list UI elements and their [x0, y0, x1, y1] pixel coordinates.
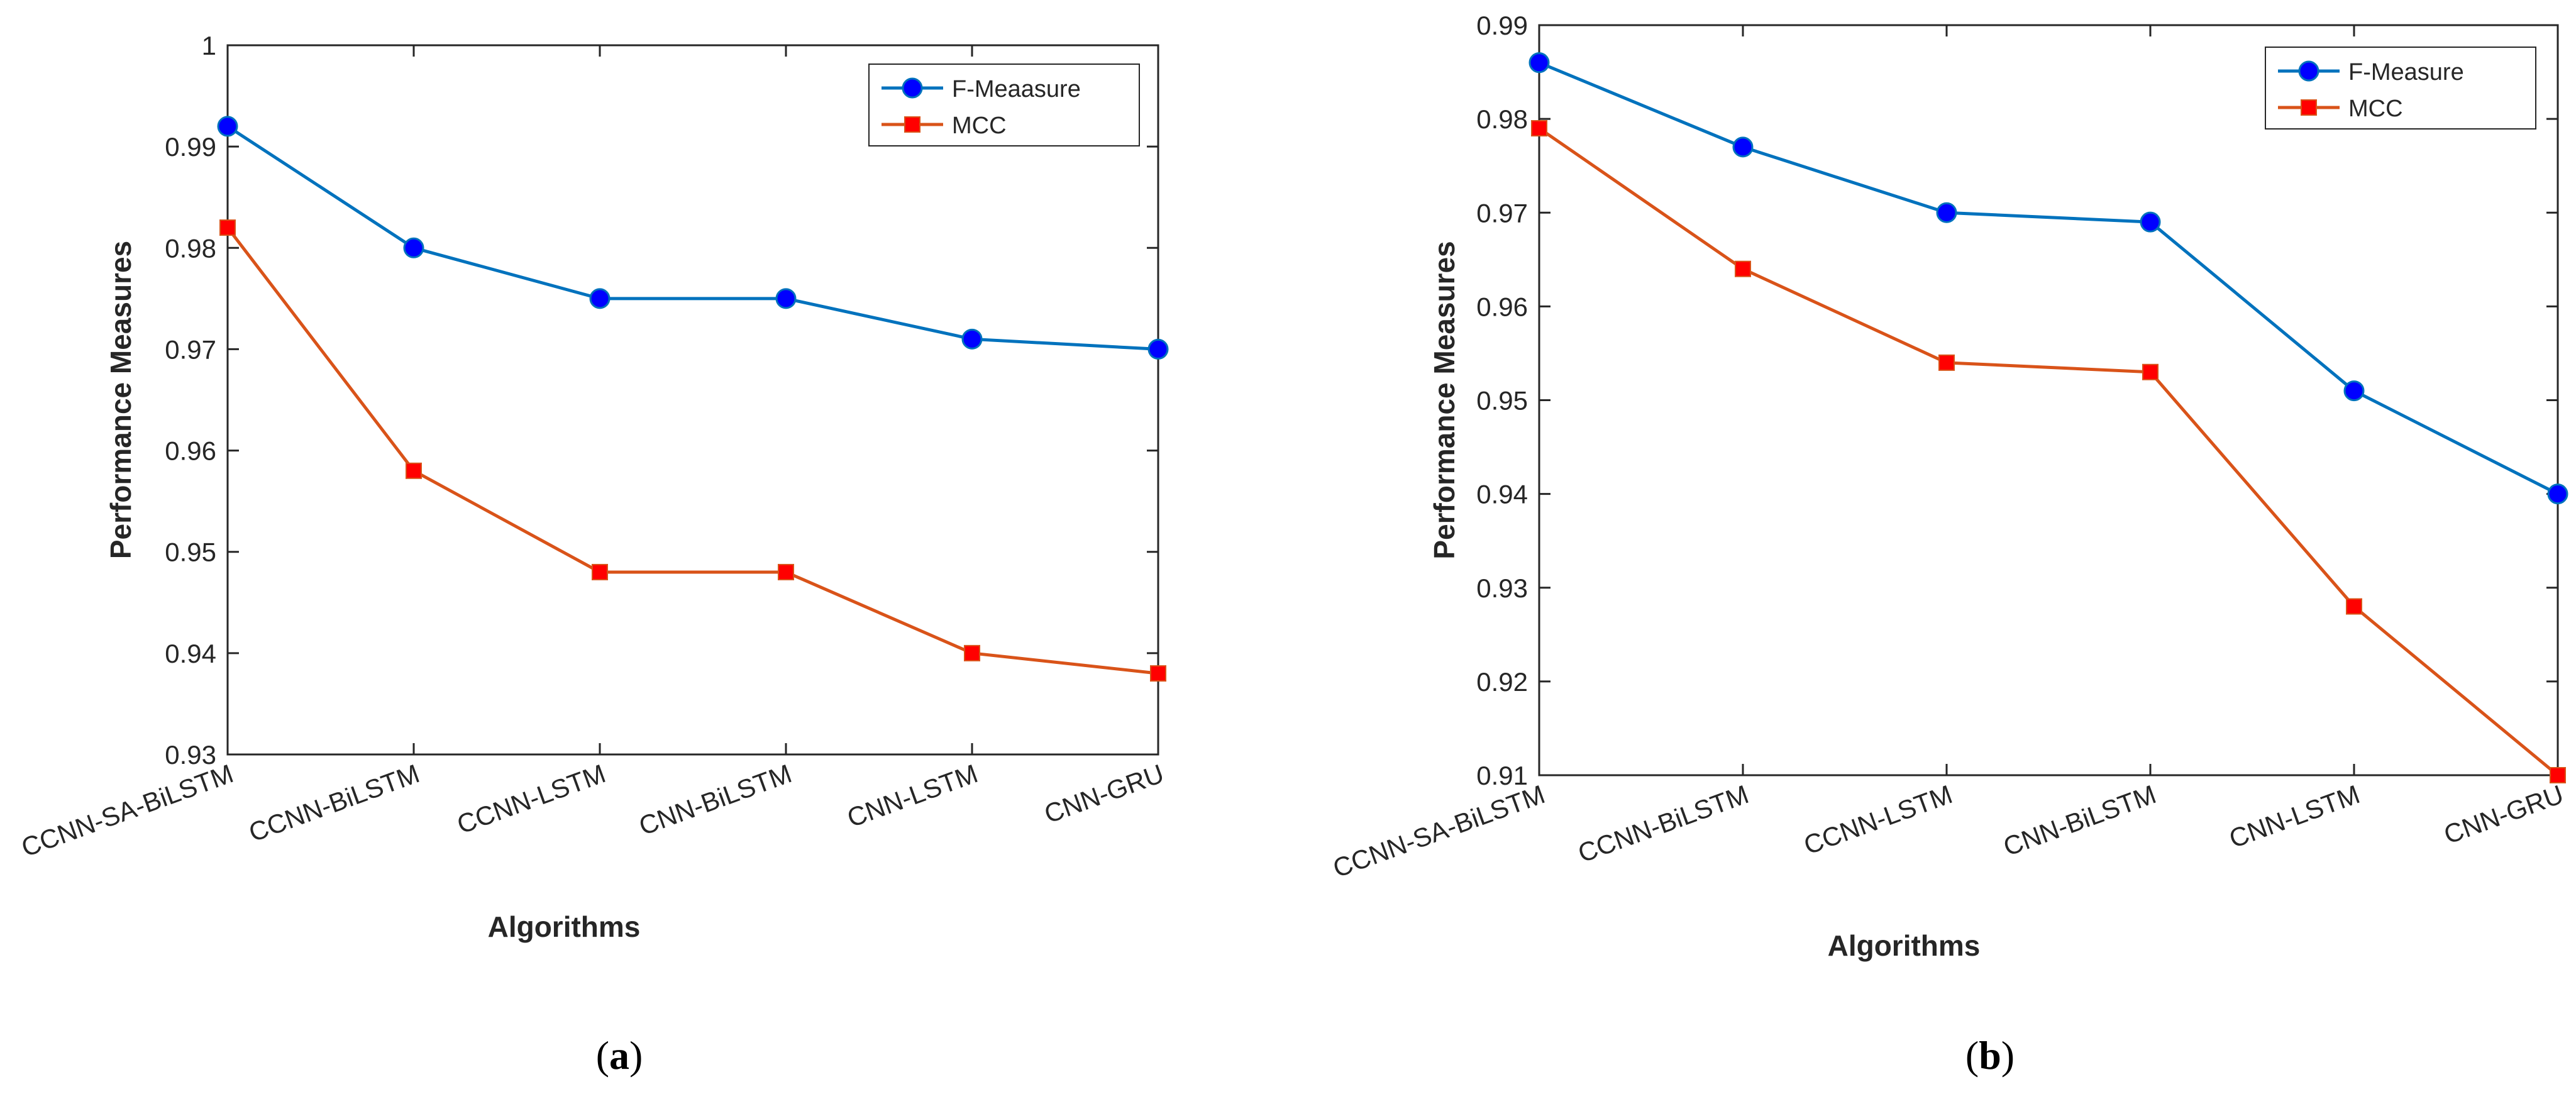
y-tick-label: 0.96 [1476, 292, 1528, 321]
y-tick-label: 1 [202, 31, 216, 60]
legend-marker [2298, 60, 2319, 82]
data-point [1936, 202, 1957, 223]
x-tick-label: CNN-GRU [2440, 779, 2567, 849]
y-tick-label: 0.98 [1476, 104, 1528, 134]
y-tick-label: 0.91 [1476, 761, 1528, 790]
series-line-1 [226, 226, 1159, 675]
data-point [2343, 380, 2365, 402]
data-point [1147, 338, 1169, 360]
data-point [403, 237, 424, 258]
x-axis-label: Algorithms [488, 910, 641, 943]
data-point [1938, 354, 1955, 371]
data-point [217, 116, 238, 137]
data-point [406, 462, 422, 479]
legend-marker [904, 116, 920, 133]
x-tick-label: CNN-BiLSTM [1999, 779, 2160, 861]
plot-area [226, 44, 1159, 756]
data-point [592, 563, 608, 580]
panel-label-open: ( [1965, 1033, 1979, 1078]
y-tick-label: 0.95 [1476, 386, 1528, 416]
data-point [961, 328, 983, 350]
legend-label: MCC [952, 113, 1007, 139]
data-point [2142, 363, 2159, 380]
y-tick-label: 0.94 [1476, 480, 1528, 509]
x-tick-label: CNN-LSTM [843, 758, 981, 832]
chart-panel-a: 0.93 0.94 0.95 0.96 0.97 0.98 0.99 1 CCNN-SA-BiL… [18, 31, 1169, 1078]
y-tick-label: 0.98 [165, 233, 216, 263]
y-tick-label: 0.97 [1476, 198, 1528, 228]
y-tick-label: 0.99 [1476, 11, 1528, 40]
data-point [2140, 211, 2161, 233]
y-tick-label: 0.97 [165, 334, 216, 364]
y-axis-label: Performance Measures [104, 241, 137, 559]
legend-label: MCC [2348, 96, 2403, 122]
legend-label: F-Measure [2348, 59, 2464, 86]
panel-label-open: ( [596, 1033, 609, 1078]
series-line-0 [226, 124, 1159, 351]
x-tick-label: CNN-GRU [1041, 758, 1168, 829]
data-point [2550, 767, 2566, 783]
legend-marker [2301, 99, 2317, 116]
data-point [1732, 136, 1754, 158]
y-tick-label: 0.93 [1476, 573, 1528, 603]
x-axis-label: Algorithms [1828, 929, 1981, 962]
y-tick-label: 0.94 [165, 639, 216, 668]
y-tick-label: 0.99 [165, 132, 216, 162]
y-tick-label: 0.92 [1476, 667, 1528, 697]
panel-label: (a) [596, 1033, 643, 1078]
panel-label-letter: a [609, 1033, 629, 1078]
x-tick-label: CNN-BiLSTM [635, 758, 795, 841]
legend: F-Meaasure MCC [868, 64, 1140, 146]
data-point [2547, 483, 2568, 505]
panel-label-close: ) [2001, 1033, 2015, 1078]
data-point [775, 288, 797, 309]
x-tick-label: CCNN-SA-BiLSTM [1329, 779, 1549, 883]
data-point [1528, 52, 1550, 74]
y-tick-label: 0.96 [165, 436, 216, 466]
panel-label-letter: b [1979, 1033, 2001, 1078]
data-point [589, 288, 611, 309]
y-axis-label: Performance Measures [1428, 241, 1461, 559]
data-point [1735, 260, 1751, 277]
data-point [1150, 665, 1166, 682]
data-point [2346, 598, 2362, 615]
chart-panel-b: 0.91 0.92 0.93 0.94 0.95 0.96 0.97 0.98 0.99 CCNN… [1329, 11, 2568, 1078]
legend-marker [902, 77, 923, 99]
x-tick-label: CCNN-LSTM [453, 758, 609, 839]
data-point [778, 563, 794, 580]
legend-label: F-Meaasure [952, 76, 1081, 102]
x-tick-label: CNN-LSTM [2225, 779, 2363, 853]
legend: F-Measure MCC [2265, 47, 2536, 130]
x-tick-label: CCNN-SA-BiLSTM [18, 758, 237, 862]
x-tick-label: CCNN-BiLSTM [1574, 779, 1752, 868]
panel-label-close: ) [629, 1033, 643, 1078]
x-tick-label: CCNN-BiLSTM [245, 758, 423, 848]
data-point [219, 219, 236, 236]
plot-area [1538, 24, 2559, 776]
series-line-1 [1538, 126, 2559, 776]
y-tick-label: 0.93 [165, 740, 216, 770]
data-point [964, 644, 980, 661]
x-tick-label: CCNN-LSTM [1800, 779, 1956, 860]
panel-label: (b) [1965, 1033, 2015, 1078]
y-tick-label: 0.95 [165, 538, 216, 567]
series-line-0 [1539, 61, 2559, 495]
data-point [1531, 120, 1547, 137]
